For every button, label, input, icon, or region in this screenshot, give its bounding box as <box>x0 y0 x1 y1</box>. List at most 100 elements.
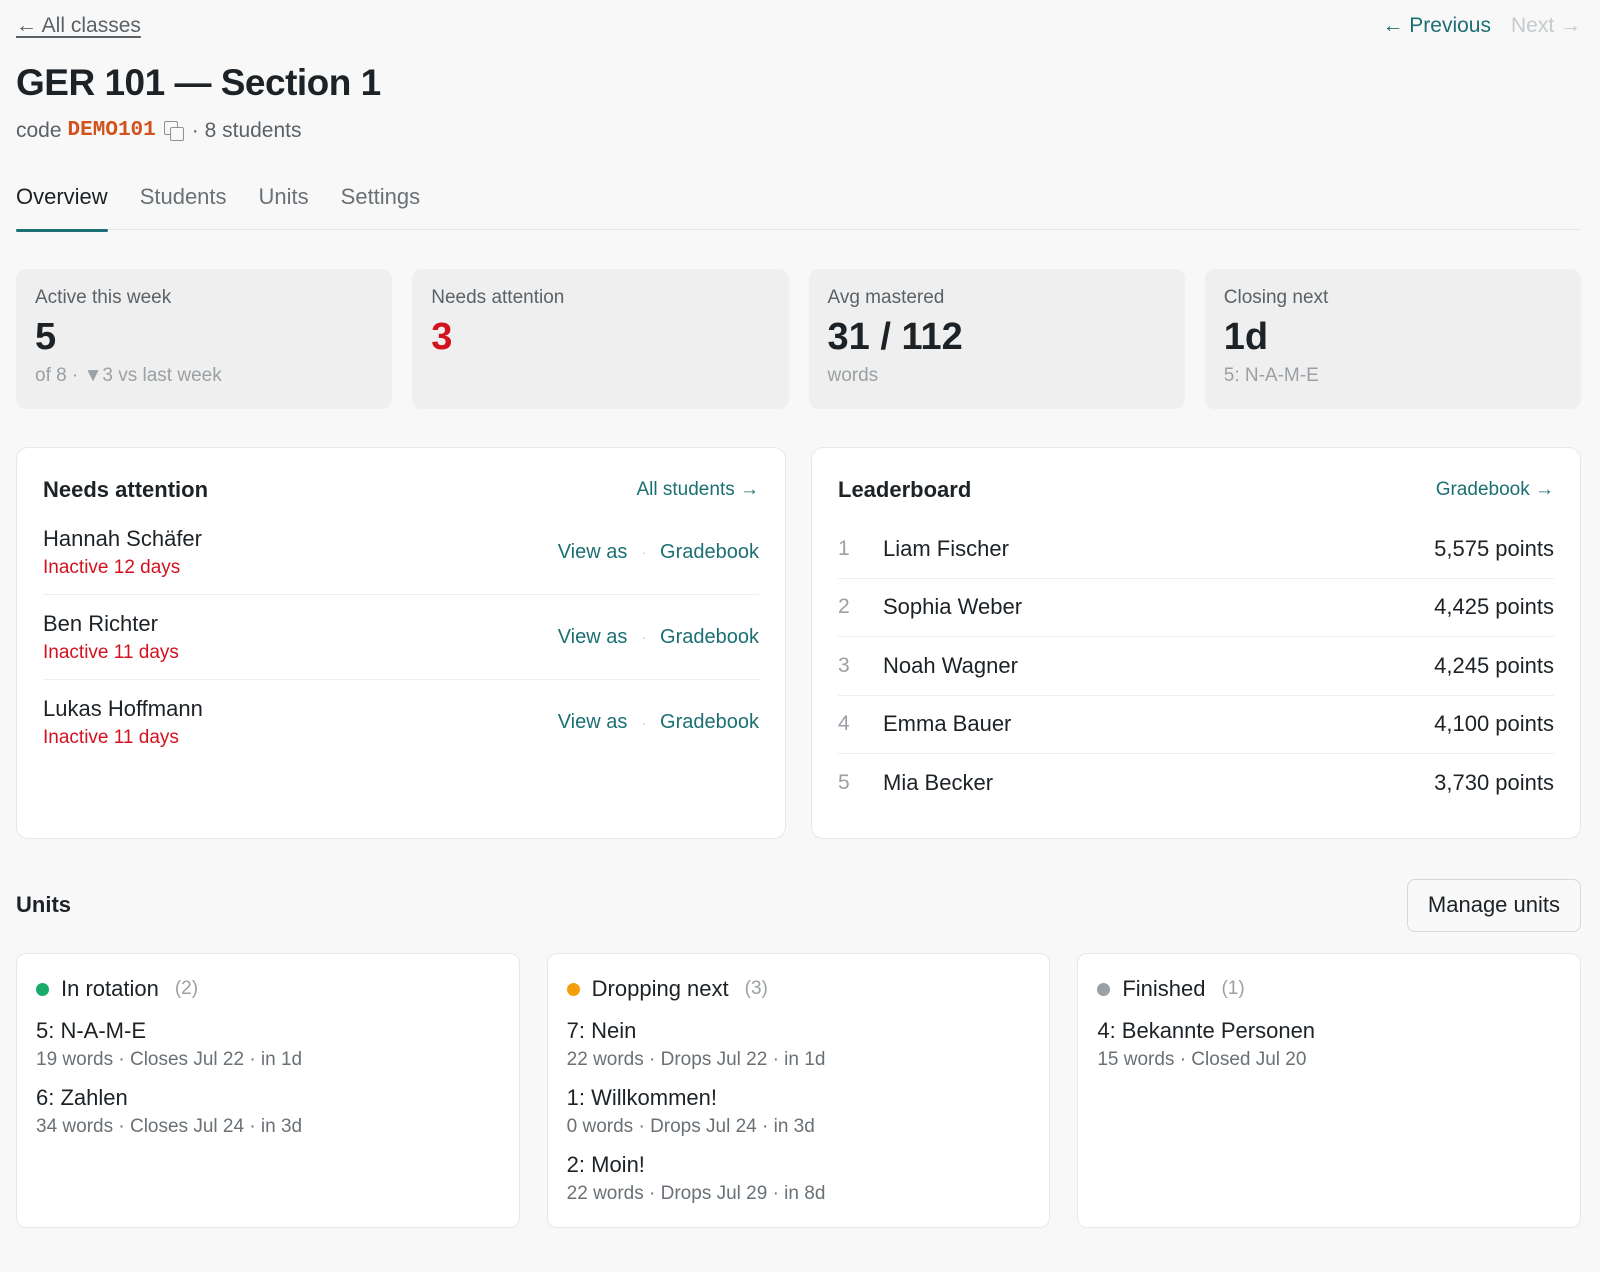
rank: 1 <box>838 536 850 560</box>
student-name: Emma Bauer <box>883 711 1012 737</box>
stat-label: Avg mastered <box>827 287 945 308</box>
tab-students[interactable]: Students <box>139 184 227 209</box>
column-count: (2) <box>174 978 199 999</box>
column-header: In rotation (2) <box>36 974 500 1004</box>
leaderboard-row: 5 Mia Becker 3,730 points <box>838 754 1554 813</box>
stat-label: Needs attention <box>431 287 565 308</box>
status-dot-icon <box>1097 982 1111 996</box>
inactive-status: Inactive 12 days <box>43 556 181 578</box>
stat-label: Active this week <box>35 287 172 308</box>
unit-item[interactable]: 5: N-A-M-E 19 words · Closes Jul 22 · in… <box>36 1018 500 1071</box>
unit-meta: 34 words · Closes Jul 24 · in 3d <box>36 1116 303 1137</box>
all-students-link[interactable]: All students → <box>636 479 760 500</box>
gradebook-link[interactable]: Gradebook <box>660 540 759 563</box>
units-header: Units Manage units <box>16 877 1581 933</box>
back-to-classes-link[interactable]: ← All classes <box>16 14 141 37</box>
unit-meta: 22 words · Drops Jul 22 · in 1d <box>566 1049 826 1070</box>
stat-card-avg-mastered: Avg mastered 31 / 112 words <box>808 269 1185 409</box>
row-actions: View as · Gradebook <box>558 626 759 649</box>
status-dot-icon <box>36 982 49 996</box>
rank: 3 <box>838 653 850 677</box>
column-header: Finished (1) <box>1097 974 1561 1004</box>
column-count: (1) <box>1221 978 1245 999</box>
student-name: Lukas Hoffmann <box>43 696 203 721</box>
unit-name: 6: Zahlen <box>36 1085 128 1110</box>
gradebook-link[interactable]: Gradebook → <box>1435 479 1554 500</box>
panel-header: Leaderboard Gradebook → <box>838 470 1554 510</box>
student-name: Liam Fischer <box>883 535 1009 561</box>
tab-settings[interactable]: Settings <box>340 184 421 209</box>
column-header: Dropping next (3) <box>566 974 1031 1004</box>
unit-name: 2: Moin! <box>566 1152 645 1177</box>
class-overview-page: ← All classes ← Previous Next → GER 101 … <box>16 0 1581 1228</box>
stat-value: 31 / 112 <box>827 316 963 358</box>
unit-name: 4: Bekannte Personen <box>1097 1018 1316 1043</box>
student-name: Hannah Schäfer <box>43 525 202 551</box>
panel-title: Needs attention <box>43 477 209 502</box>
stat-sub: words <box>827 365 879 386</box>
view-as-link[interactable]: View as <box>557 711 628 733</box>
pager: ← Previous Next → <box>1382 14 1581 38</box>
unit-meta: 0 words · Drops Jul 24 · in 3d <box>566 1116 815 1137</box>
units-title: Units <box>16 892 71 917</box>
leaderboard-panel: Leaderboard Gradebook → 1 Liam Fischer 5… <box>811 447 1581 839</box>
unit-name: 1: Willkommen! <box>566 1085 718 1110</box>
unit-item[interactable]: 6: Zahlen 34 words · Closes Jul 24 · in … <box>36 1085 500 1138</box>
stat-value: 3 <box>431 316 453 358</box>
tab-overview[interactable]: Overview <box>16 178 108 232</box>
tab-units[interactable]: Units <box>258 184 309 209</box>
next-link[interactable]: Next → <box>1510 14 1581 37</box>
panels-row: Needs attention All students → Hannah Sc… <box>16 447 1581 839</box>
stats-row: Active this week 5 of 8 · ▼3 vs last wee… <box>16 269 1581 409</box>
needs-attention-panel: Needs attention All students → Hannah Sc… <box>16 447 786 839</box>
status-dot-icon <box>566 982 580 996</box>
row-actions: View as · Gradebook <box>558 541 759 564</box>
row-actions: View as · Gradebook <box>558 711 759 734</box>
unit-meta: 15 words · Closed Jul 20 <box>1097 1049 1307 1070</box>
student-count: · 8 students <box>191 119 302 142</box>
stat-card-needs-attention: Needs attention 3 <box>412 269 789 409</box>
student-name: Ben Richter <box>43 610 158 636</box>
manage-units-button[interactable]: Manage units <box>1406 878 1581 932</box>
leaderboard-row: 2 Sophia Weber 4,425 points <box>838 579 1554 637</box>
page-title: GER 101 — Section 1 <box>16 62 381 103</box>
previous-link[interactable]: ← Previous <box>1382 14 1491 37</box>
separator: · <box>641 714 647 731</box>
unit-item[interactable]: 2: Moin! 22 words · Drops Jul 29 · in 8d <box>567 1152 1031 1205</box>
unit-column-in-rotation: In rotation (2) 5: N-A-M-E 19 words · Cl… <box>16 953 520 1228</box>
leaderboard-row: 3 Noah Wagner 4,245 points <box>838 637 1554 696</box>
stat-sub: of 8 · ▼3 vs last week <box>35 365 222 386</box>
stat-value: 5 <box>35 316 57 358</box>
unit-item[interactable]: 7: Nein 22 words · Drops Jul 22 · in 1d <box>567 1018 1031 1071</box>
code-label: code <box>16 119 62 142</box>
copy-icon[interactable] <box>163 121 184 141</box>
student-name: Sophia Weber <box>883 594 1023 620</box>
gradebook-link[interactable]: Gradebook <box>660 625 759 648</box>
attention-row: Ben Richter Inactive 11 days View as · G… <box>43 595 759 680</box>
rank: 5 <box>838 771 850 795</box>
points: 4,100 points <box>1434 711 1554 737</box>
attention-row: Hannah Schäfer Inactive 12 days View as … <box>43 510 759 595</box>
panel-title: Leaderboard <box>838 477 972 502</box>
view-as-link[interactable]: View as <box>557 540 628 563</box>
unit-meta: 19 words · Closes Jul 22 · in 1d <box>36 1049 303 1070</box>
unit-name: 7: Nein <box>566 1018 637 1043</box>
top-nav: ← All classes ← Previous Next → <box>16 0 1581 55</box>
unit-item[interactable]: 1: Willkommen! 0 words · Drops Jul 24 · … <box>567 1085 1031 1138</box>
inactive-status: Inactive 11 days <box>43 641 179 663</box>
leaderboard-list: 1 Liam Fischer 5,575 points 2 Sophia Web… <box>838 520 1554 813</box>
separator: · <box>641 629 647 645</box>
stat-card-active: Active this week 5 of 8 · ▼3 vs last wee… <box>16 269 393 409</box>
attention-row: Lukas Hoffmann Inactive 11 days View as … <box>43 680 759 765</box>
unit-column-dropping-next: Dropping next (3) 7: Nein 22 words · Dro… <box>546 953 1051 1228</box>
separator: · <box>641 544 647 560</box>
column-title: In rotation <box>61 976 159 1001</box>
unit-item[interactable]: 4: Bekannte Personen 15 words · Closed J… <box>1097 1018 1561 1071</box>
inactive-status: Inactive 11 days <box>43 727 179 748</box>
leaderboard-row: 4 Emma Bauer 4,100 points <box>838 696 1554 754</box>
stat-value: 1d <box>1223 316 1269 358</box>
unit-name: 5: N-A-M-E <box>36 1018 146 1043</box>
view-as-link[interactable]: View as <box>557 625 628 648</box>
unit-column-finished: Finished (1) 4: Bekannte Personen 15 wor… <box>1077 953 1581 1228</box>
gradebook-link[interactable]: Gradebook <box>660 711 759 733</box>
